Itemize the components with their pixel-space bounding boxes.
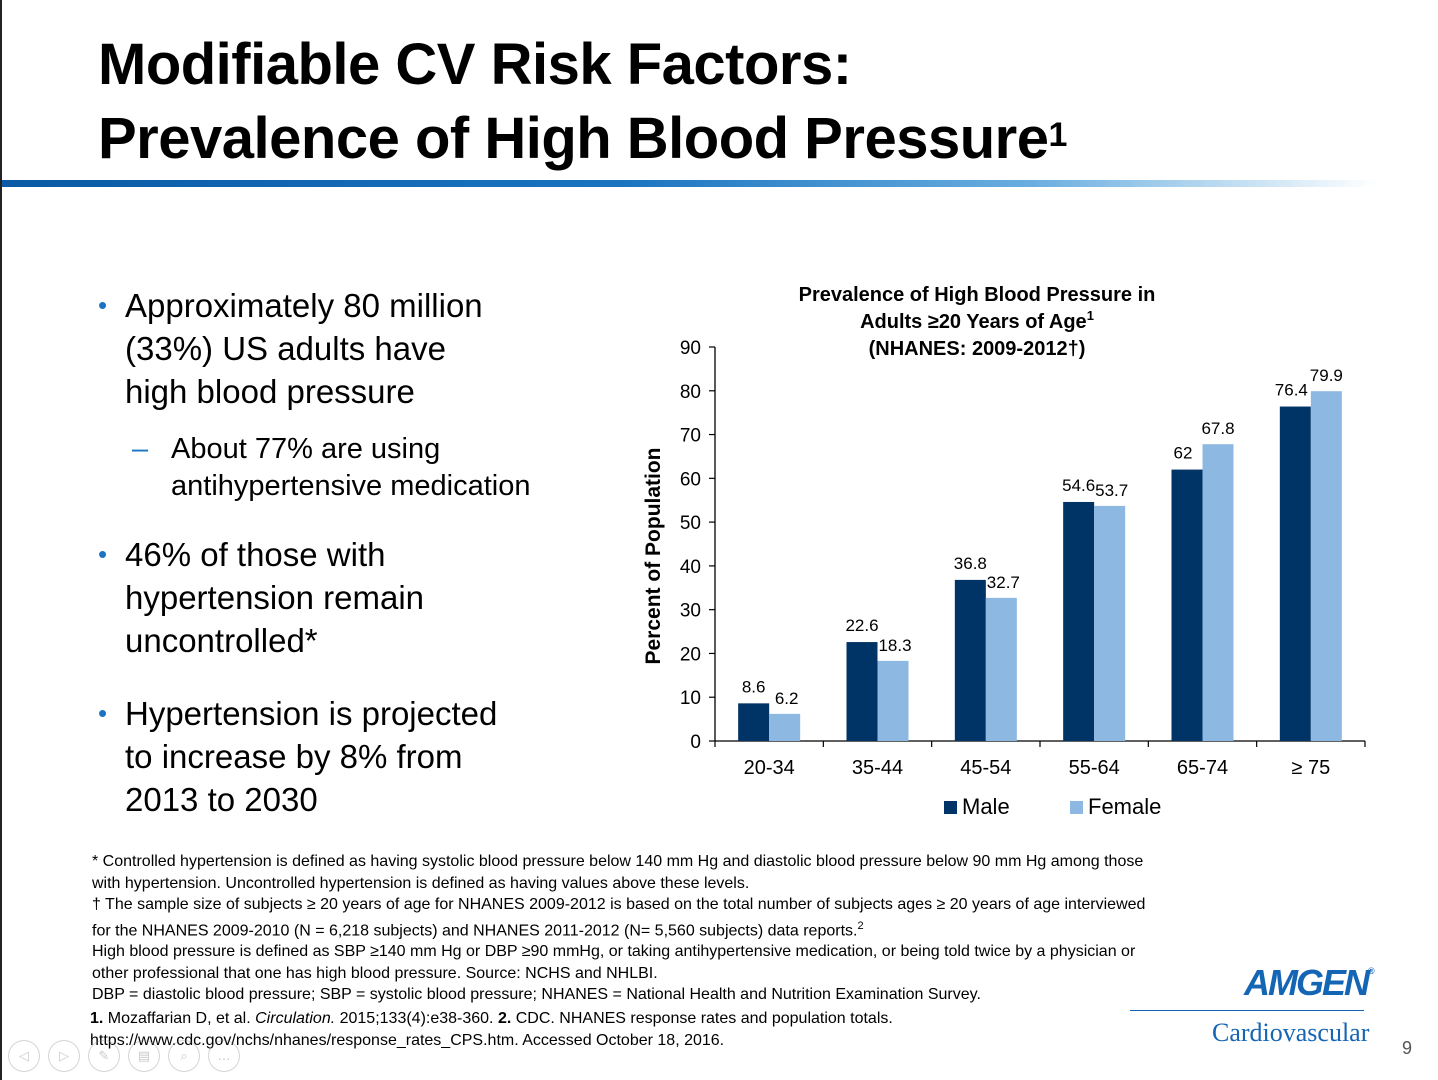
footnote-sample-size-text: † The sample size of subjects ≥ 20 years… (92, 896, 1146, 939)
y-tick-label: 40 (680, 557, 701, 578)
data-label: 8.6 (742, 677, 766, 696)
y-tick-label: 0 (690, 732, 701, 753)
forward-icon[interactable]: ▷ (48, 1040, 80, 1072)
x-tick-label: 20-34 (744, 757, 795, 779)
x-tick-label: 65-74 (1177, 757, 1228, 779)
bullet-list: • Approximately 80 million (33%) US adul… (98, 284, 578, 839)
data-label: 32.7 (987, 573, 1020, 592)
x-tick-label: 35-44 (852, 757, 903, 779)
footnote-definition: High blood pressure is defined as SBP ≥1… (92, 943, 1136, 982)
y-tick-label: 50 (680, 513, 701, 534)
reference-1-author: Mozaffarian D, et al. (103, 1010, 256, 1027)
title-line-2-text: Prevalence of High Blood Pressure (98, 106, 1049, 171)
data-label: 53.7 (1095, 481, 1128, 500)
back-icon[interactable]: ◁ (8, 1040, 40, 1072)
title-line-1: Modifiable CV Risk Factors: (98, 32, 852, 97)
data-label: 79.9 (1310, 366, 1343, 385)
bar-female (1310, 391, 1342, 741)
x-tick-label: ≥ 75 (1291, 757, 1330, 779)
data-label: 62 (1174, 444, 1193, 463)
registered-mark: ® (1368, 966, 1375, 976)
bar-male (846, 642, 878, 741)
reference-2-number: 2. (497, 1010, 512, 1027)
slide-left-border (0, 0, 2, 1080)
chart-title-line: Prevalence of High Blood Pressure in (799, 284, 1156, 306)
amgen-logo-text: AMGEN (1244, 962, 1370, 1003)
reference-2-url: https://www.cdc.gov/nchs/nhanes/response… (90, 1031, 725, 1049)
bullet-marker: • (98, 698, 108, 728)
logo-divider (1130, 1010, 1364, 1011)
references: 1. Mozaffarian D, et al. Circulation. 20… (90, 1008, 1130, 1051)
footnotes: * Controlled hypertension is defined as … (92, 851, 1152, 1006)
bullet-item: • 46% of those with hypertension remain … (98, 533, 578, 662)
legend-label-male: Male (962, 794, 1010, 819)
bullet-marker: • (98, 290, 108, 320)
amgen-logo: AMGEN® (1244, 962, 1375, 1004)
data-label: 54.6 (1062, 476, 1095, 495)
bar-female (877, 660, 909, 741)
y-tick-label: 10 (680, 688, 701, 709)
bar-female (1094, 505, 1126, 741)
bullet-marker: • (98, 539, 108, 569)
reference-2-text: CDC. NHANES response rates and populatio… (511, 1010, 893, 1027)
pen-icon[interactable]: ✎ (88, 1040, 120, 1072)
bullet-text: Approximately 80 million (33%) US adults… (125, 287, 483, 410)
reference-1-details: 2015;133(4):e38-360. (335, 1010, 498, 1027)
reference-1-number: 1. (90, 1010, 104, 1027)
y-tick-label: 30 (680, 601, 701, 622)
bar-female (985, 597, 1017, 741)
legend-swatch-male (944, 801, 957, 814)
legend-swatch-female (1070, 801, 1083, 814)
reference-1-journal: Circulation. (255, 1010, 336, 1027)
y-tick-label: 70 (680, 426, 701, 447)
logo-subtitle: Cardiovascular (1212, 1018, 1370, 1047)
slide-title: Modifiable CV Risk Factors: Prevalence o… (98, 28, 1298, 176)
x-tick-label: 55-64 (1069, 757, 1120, 779)
bullet-text: Hypertension is projected to increase by… (125, 695, 498, 818)
sub-bullet-text: About 77% are using antihypertensive med… (171, 433, 531, 502)
bar-female (1202, 444, 1234, 741)
bullet-item: • Approximately 80 million (33%) US adul… (98, 284, 578, 413)
data-label: 36.8 (954, 554, 987, 573)
data-label: 67.8 (1201, 419, 1234, 438)
title-divider (2, 180, 1377, 187)
bar-male (954, 579, 986, 741)
bar-male (1279, 406, 1311, 741)
title-reference-sup: 1 (1048, 116, 1067, 154)
bar-male (1171, 469, 1203, 741)
bar-female (769, 713, 801, 741)
data-label: 76.4 (1275, 381, 1308, 400)
bar-chart: Prevalence of High Blood Pressure inAdul… (642, 284, 1366, 819)
bar-male (1063, 501, 1095, 741)
more-icon[interactable]: … (208, 1040, 240, 1072)
presentation-toolbar: ◁ ▷ ✎ ▤ ⌕ … (8, 1040, 240, 1072)
bullet-text: 46% of those with hypertension remain un… (125, 536, 424, 659)
sub-bullet-marker: – (132, 433, 149, 465)
y-tick-label: 90 (680, 338, 701, 359)
footnote-controlled: * Controlled hypertension is defined as … (92, 853, 1144, 892)
bullet-item: • Hypertension is projected to increase … (98, 692, 578, 821)
sub-bullet-item: – About 77% are using antihypertensive m… (98, 431, 578, 505)
y-axis-label: Percent of Population (642, 447, 665, 664)
footnote-reference-sup: 2 (857, 919, 864, 932)
footnote-sample-size: † The sample size of subjects ≥ 20 years… (92, 894, 1152, 941)
x-tick-label: 45-54 (960, 757, 1011, 779)
slides-icon[interactable]: ▤ (128, 1040, 160, 1072)
title-line-2: Prevalence of High Blood Pressure1 (98, 102, 1298, 176)
chart-title-line: Adults ≥20 Years of Age1 (860, 308, 1094, 333)
y-tick-label: 80 (680, 382, 701, 403)
zoom-icon[interactable]: ⌕ (168, 1040, 200, 1072)
y-tick-label: 60 (680, 469, 701, 490)
reference-line: 1. Mozaffarian D, et al. Circulation. 20… (90, 1008, 1130, 1030)
data-label: 6.2 (775, 689, 799, 708)
data-label: 18.3 (878, 636, 911, 655)
y-tick-label: 20 (680, 644, 701, 665)
page-number: 9 (1402, 1038, 1413, 1058)
legend-label-female: Female (1088, 794, 1161, 819)
chart-title-line: (NHANES: 2009-2012†) (869, 338, 1086, 360)
footnote-abbreviations: DBP = diastolic blood pressure; SBP = sy… (92, 986, 981, 1004)
data-label: 22.6 (845, 616, 878, 635)
bar-male (738, 703, 770, 741)
